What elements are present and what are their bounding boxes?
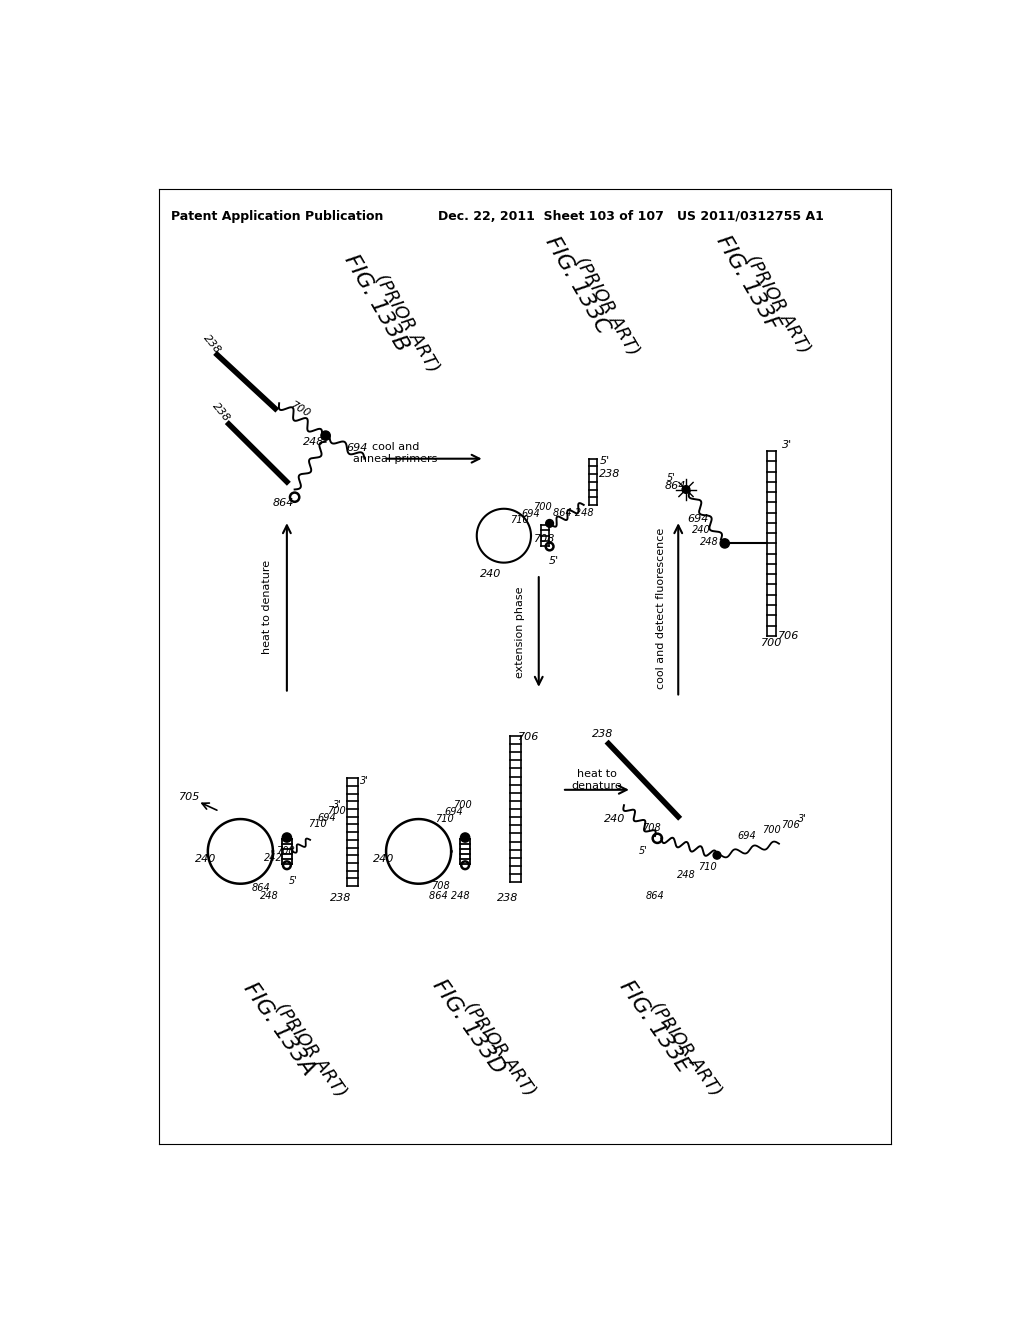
Text: 864: 864 — [645, 891, 665, 902]
Text: 864 248: 864 248 — [553, 508, 594, 517]
Text: 238: 238 — [210, 401, 231, 424]
Text: Dec. 22, 2011  Sheet 103 of 107   US 2011/0312755 A1: Dec. 22, 2011 Sheet 103 of 107 US 2011/0… — [438, 210, 824, 223]
Circle shape — [283, 833, 292, 842]
Circle shape — [461, 833, 470, 842]
Text: heat to: heat to — [577, 770, 616, 779]
Text: FIG. 133A: FIG. 133A — [240, 978, 318, 1078]
Text: 706: 706 — [518, 733, 540, 742]
Text: 864: 864 — [665, 480, 686, 491]
Text: 864 248: 864 248 — [429, 891, 470, 902]
Text: 5': 5' — [600, 455, 609, 466]
Text: 694: 694 — [317, 813, 337, 822]
Text: 708: 708 — [642, 824, 660, 833]
Text: 710: 710 — [435, 814, 454, 824]
Text: 694: 694 — [521, 510, 541, 519]
Text: 3': 3' — [781, 440, 792, 450]
Text: 700: 700 — [327, 805, 346, 816]
Text: FIG. 133D: FIG. 133D — [429, 975, 509, 1078]
Text: 3': 3' — [798, 814, 807, 824]
Text: 3': 3' — [360, 776, 369, 785]
Text: 5': 5' — [639, 846, 648, 857]
Text: 5': 5' — [667, 473, 676, 483]
Text: 238: 238 — [497, 892, 518, 903]
Text: (PRIOR ART): (PRIOR ART) — [647, 999, 725, 1100]
Text: 706: 706 — [781, 820, 800, 830]
Text: FIG. 133B: FIG. 133B — [340, 251, 412, 355]
Text: (PRIOR ART): (PRIOR ART) — [372, 272, 442, 376]
Text: 242: 242 — [264, 853, 283, 862]
Text: extension phase: extension phase — [515, 586, 525, 677]
Circle shape — [713, 851, 721, 859]
Text: 694: 694 — [687, 513, 709, 524]
Text: denature: denature — [571, 781, 623, 791]
Text: 238: 238 — [592, 730, 613, 739]
Text: 700: 700 — [761, 639, 782, 648]
Text: (PRIOR ART): (PRIOR ART) — [742, 252, 813, 358]
Text: FIG. 133F: FIG. 133F — [713, 232, 783, 334]
Text: 700: 700 — [534, 502, 552, 512]
Text: 240: 240 — [195, 854, 216, 865]
Text: 248: 248 — [699, 537, 719, 546]
Text: (PRIOR ART): (PRIOR ART) — [571, 255, 642, 359]
Text: (PRIOR ART): (PRIOR ART) — [461, 999, 540, 1100]
Text: 700: 700 — [289, 400, 312, 420]
Text: 694: 694 — [346, 444, 368, 453]
Text: 238: 238 — [599, 469, 621, 479]
Text: FIG. 133E: FIG. 133E — [616, 977, 694, 1077]
Text: 708: 708 — [535, 533, 556, 544]
Text: 700: 700 — [762, 825, 780, 834]
Text: Patent Application Publication: Patent Application Publication — [171, 210, 383, 223]
Text: 5': 5' — [289, 875, 298, 886]
Text: 238: 238 — [201, 334, 222, 356]
Text: 240: 240 — [373, 854, 394, 865]
Text: 5': 5' — [549, 556, 558, 566]
Text: heat to denature: heat to denature — [262, 560, 272, 653]
Text: 706: 706 — [777, 631, 799, 640]
Text: FIG. 133C: FIG. 133C — [542, 234, 613, 338]
Text: cool and: cool and — [372, 442, 419, 453]
Text: 248: 248 — [677, 870, 695, 879]
Circle shape — [546, 520, 554, 527]
Text: 694: 694 — [444, 807, 463, 817]
Text: 708: 708 — [275, 846, 295, 857]
Text: 710: 710 — [308, 820, 328, 829]
Circle shape — [321, 432, 331, 441]
Text: 700: 700 — [454, 800, 472, 810]
Text: 240: 240 — [480, 569, 502, 579]
Text: (PRIOR ART): (PRIOR ART) — [271, 999, 349, 1101]
Circle shape — [682, 486, 690, 494]
Text: 238: 238 — [331, 892, 352, 903]
Text: 3': 3' — [333, 800, 342, 810]
Text: 710: 710 — [510, 515, 528, 525]
Text: 248: 248 — [260, 891, 280, 902]
Text: 240: 240 — [604, 814, 626, 824]
Text: 864: 864 — [272, 499, 294, 508]
Text: 864: 864 — [252, 883, 270, 894]
Text: 240: 240 — [692, 525, 711, 536]
Text: 694: 694 — [737, 832, 756, 841]
Circle shape — [720, 539, 729, 548]
Text: anneal primers: anneal primers — [353, 454, 437, 463]
Text: 710: 710 — [698, 862, 717, 871]
Text: 708: 708 — [431, 880, 450, 891]
Text: 248: 248 — [303, 437, 325, 446]
Text: 705: 705 — [179, 792, 201, 803]
Text: cool and detect fluorescence: cool and detect fluorescence — [656, 528, 667, 689]
